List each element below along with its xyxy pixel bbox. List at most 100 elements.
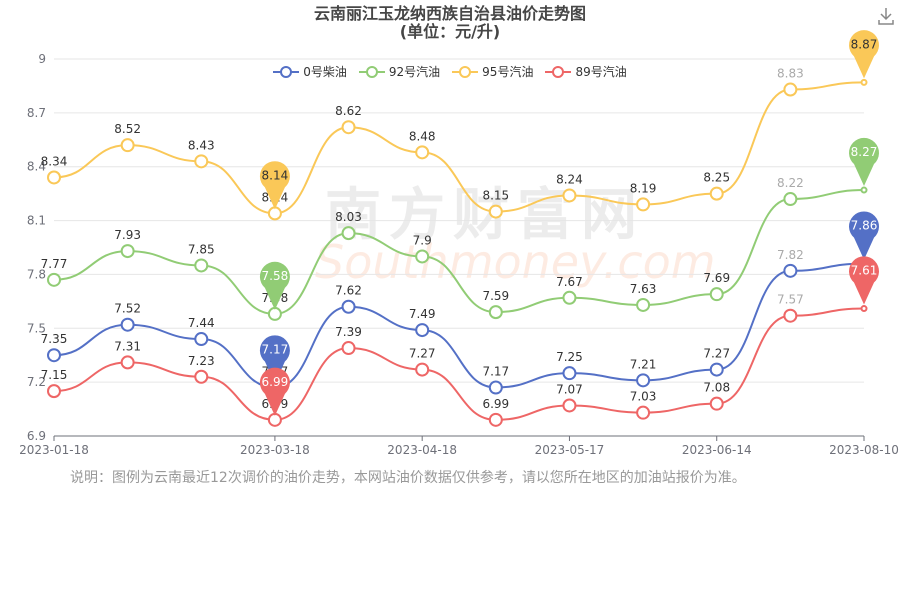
x-tick-label: 2023-03-18 [240,443,310,457]
chart-legend: 0号柴油 92号汽油 95号汽油 89号汽油 [0,63,900,80]
chart-subtitle: (单位：元/升) [399,22,501,41]
data-point [488,380,503,395]
data-point [194,258,209,273]
data-point [636,197,651,212]
marker-pin-shape [259,161,290,210]
data-label: 7.17 [482,365,509,379]
data-point [415,249,430,264]
data-label: 7.44 [188,316,215,330]
data-label: 7.85 [188,242,215,256]
data-label: 7.03 [630,390,657,404]
data-label: 7.57 [777,293,804,307]
series-line [53,189,865,315]
data-point [415,362,430,377]
marker-pin-label: 7.58 [262,269,289,283]
legend-swatch-icon [452,65,479,78]
download-icon[interactable] [876,6,896,26]
data-label: 7.9 [413,233,432,247]
data-point [120,244,135,259]
marker-pin-shape [259,261,290,310]
data-point [562,366,577,381]
marker-pin-label: 7.86 [851,219,878,233]
legend-label: 92号汽油 [388,65,441,79]
data-label: 7.49 [409,307,436,321]
marker-pin: 8.87 [849,30,880,79]
data-label: 7.77 [41,257,68,271]
data-label: 7.35 [41,332,68,346]
x-tick-label: 2023-06-14 [682,443,752,457]
series-line [53,81,865,215]
data-point [562,188,577,203]
legend-item[interactable]: 95号汽油 [452,63,533,80]
legend-item[interactable]: 89号汽油 [545,63,627,80]
data-point [562,290,577,305]
data-point [636,405,651,420]
legend-item[interactable]: 92号汽油 [358,63,441,80]
data-label: 7.21 [630,357,657,371]
data-point [860,78,868,86]
y-tick-label: 8.7 [27,106,46,120]
legend-label: 0号柴油 [303,65,347,79]
data-point [47,170,61,185]
data-label: 6.99 [482,397,509,411]
data-label: 7.69 [703,271,730,285]
data-label: 7.23 [188,354,215,368]
data-label: 8.25 [703,171,730,185]
data-point [415,323,430,338]
y-tick-label: 8.1 [27,214,46,228]
marker-pin-shape [849,137,880,187]
y-tick-label: 6.9 [27,429,46,443]
legend-label: 95号汽油 [482,65,534,79]
data-label: 8.19 [630,181,657,195]
data-label: 7.15 [41,368,68,382]
data-label: 7.25 [556,350,583,364]
data-label: 7.39 [335,325,362,339]
x-tick-label: 2023-01-18 [19,443,89,457]
data-label: 8.22 [777,176,804,190]
legend-item[interactable]: 0号柴油 [273,63,347,80]
data-point [709,362,724,377]
marker-pin-label: 7.61 [851,264,878,278]
x-tick-label: 2023-05-17 [535,443,605,457]
data-point [488,204,503,219]
marker-pin-shape [849,211,880,260]
data-point [562,398,577,413]
data-label: 8.62 [335,104,362,118]
marker-pin: 8.27 [849,137,880,187]
data-label: 7.27 [409,347,436,361]
watermark-text: 南方财富网 [325,183,645,248]
marker-pin-shape [849,256,880,305]
data-point [120,138,135,153]
data-point [636,373,651,388]
marker-pin: 7.58 [259,261,290,310]
marker-pin: 6.99 [259,367,290,416]
data-point [783,192,798,207]
data-point [341,299,356,314]
data-label: 7.63 [630,282,657,296]
legend-swatch-icon [273,65,300,78]
y-tick-label: 9 [38,52,46,66]
series-line [53,262,865,389]
marker-pin: 8.14 [259,161,290,210]
marker-pin-label: 8.14 [262,168,289,182]
legend-label: 89号汽油 [575,65,627,79]
y-tick-label: 7.2 [27,375,46,389]
data-point [783,308,798,323]
legend-swatch-icon [545,65,572,78]
data-point [709,287,724,302]
data-point [783,263,798,278]
data-label: 7.59 [482,289,509,303]
data-label: 7.08 [703,381,730,395]
x-tick-label: 2023-08-10 [829,443,899,457]
marker-pin-label: 8.27 [851,145,878,159]
y-tick-label: 7.5 [27,321,46,335]
data-label: 7.07 [556,382,583,396]
legend-swatch-icon [358,65,385,78]
data-point [194,332,209,347]
chart-footnote: 说明：图例为云南最近12次调价的油价走势，本网站油价数据仅供参考，请以您所在地区… [70,470,746,486]
data-label: 7.62 [335,284,362,298]
marker-pin-shape [259,367,290,416]
data-point [47,384,61,399]
data-point [709,186,724,201]
